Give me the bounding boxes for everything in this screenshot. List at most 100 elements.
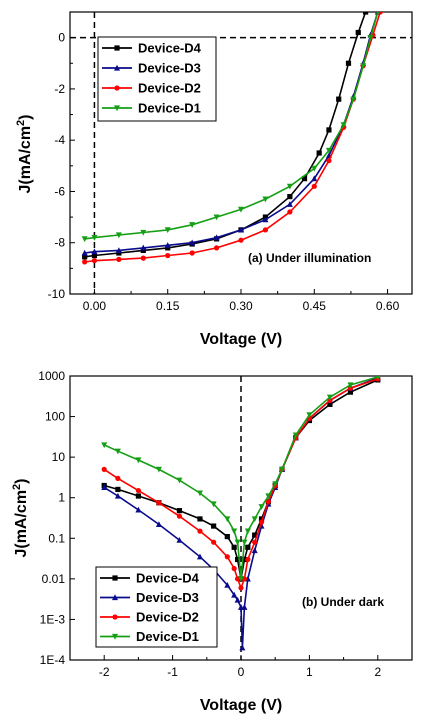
legend-marker xyxy=(114,105,120,112)
legend-marker xyxy=(112,633,118,640)
legend-label: Device-D4 xyxy=(136,571,200,586)
data-point xyxy=(265,493,272,500)
data-point xyxy=(347,382,354,389)
panel-a-x-axis-label: Voltage (V) xyxy=(200,331,282,348)
panel-b-x-ticks: -2 -1 0 1 2 xyxy=(99,655,381,679)
data-point xyxy=(347,389,354,395)
data-point xyxy=(114,492,121,499)
x-tick-label: 1 xyxy=(306,665,313,679)
data-point xyxy=(241,539,248,546)
data-point xyxy=(115,475,121,481)
data-point xyxy=(239,644,246,651)
data-point xyxy=(258,516,265,522)
series-device-d1 xyxy=(101,376,380,583)
legend-label: Device-D3 xyxy=(136,590,199,605)
legend-label: Device-D4 xyxy=(138,41,202,56)
legend-entry-device-d1: Device-D1 xyxy=(100,629,199,644)
data-point xyxy=(211,523,217,529)
data-point xyxy=(82,254,88,260)
panel-b-y-ticks: 1000 100 10 1 0.1 0.01 1E-3 1E-4 xyxy=(38,369,75,667)
legend-entry-device-d4: Device-D4 xyxy=(100,571,200,586)
y-tick-label: 0.01 xyxy=(42,572,66,586)
data-point xyxy=(245,544,251,550)
panel-b-annotation: (b) Under dark xyxy=(302,595,384,609)
data-point xyxy=(238,226,244,233)
data-point xyxy=(306,412,313,419)
data-point xyxy=(213,245,220,251)
data-point xyxy=(375,376,380,381)
data-point xyxy=(116,256,122,262)
data-point xyxy=(241,556,248,563)
data-point xyxy=(316,150,322,156)
data-point xyxy=(258,519,265,525)
data-point xyxy=(238,206,244,213)
legend-label: Device-D2 xyxy=(136,610,199,625)
data-point xyxy=(272,481,279,488)
data-point xyxy=(101,442,108,449)
data-point xyxy=(155,466,162,473)
data-point xyxy=(231,528,238,535)
data-point xyxy=(311,183,317,189)
data-point xyxy=(231,591,238,598)
data-point xyxy=(155,521,162,527)
y-tick-label: 1000 xyxy=(38,369,65,383)
legend-entry-device-d2: Device-D2 xyxy=(100,610,199,625)
x-tick-label: 0.45 xyxy=(303,299,327,313)
y-tick-label: 1 xyxy=(58,491,65,505)
data-point xyxy=(301,176,308,182)
data-point xyxy=(252,539,258,545)
data-point xyxy=(238,237,244,243)
data-point xyxy=(176,513,183,519)
x-tick-label: 0.60 xyxy=(376,299,400,313)
legend-marker xyxy=(114,45,120,51)
y-tick-label: 1E-4 xyxy=(40,653,66,667)
data-point xyxy=(91,235,98,241)
x-tick-label: 0.15 xyxy=(156,299,180,313)
legend-marker xyxy=(114,85,120,91)
y-tick-label: -4 xyxy=(54,133,65,147)
data-point xyxy=(350,96,357,103)
data-point xyxy=(140,229,147,236)
data-point xyxy=(362,12,369,15)
data-point xyxy=(287,193,293,200)
data-point xyxy=(176,508,183,514)
data-point xyxy=(258,504,265,510)
panel-b-legend: Device-D4 Device-D3 Device-D2 Device-D1 xyxy=(95,566,218,648)
data-point xyxy=(211,539,217,545)
data-point xyxy=(265,499,271,505)
data-point xyxy=(238,585,244,591)
data-point xyxy=(287,209,293,215)
data-point xyxy=(91,248,98,255)
legend-entry-device-d1: Device-D1 xyxy=(102,101,201,116)
data-point xyxy=(326,394,333,401)
data-point xyxy=(241,604,248,610)
legend-label: Device-D1 xyxy=(138,101,201,116)
data-point xyxy=(367,35,374,41)
data-point xyxy=(231,544,237,550)
panel-b-y-axis-label: J(mA/cm2) xyxy=(11,478,30,557)
data-point xyxy=(336,96,342,102)
data-point xyxy=(251,547,258,554)
data-point xyxy=(262,227,269,233)
data-point xyxy=(101,484,108,490)
panel-a-legend: Device-D4 Device-D3 Device-D2 Device-D1 xyxy=(97,36,217,122)
data-point xyxy=(231,565,237,572)
data-point xyxy=(140,255,146,261)
data-point xyxy=(115,486,121,493)
panel-a-reference-lines xyxy=(70,12,412,294)
data-point xyxy=(251,516,258,523)
legend-label: Device-D1 xyxy=(136,629,199,644)
y-tick-label: -8 xyxy=(54,236,65,250)
data-point xyxy=(189,250,195,256)
panel-a-annotation: (a) Under illumination xyxy=(248,251,371,265)
legend-marker xyxy=(112,614,118,620)
data-point xyxy=(135,493,141,499)
x-tick-label: 0.30 xyxy=(229,299,253,313)
panel-b-series xyxy=(101,376,381,651)
legend-marker xyxy=(114,64,120,71)
data-point xyxy=(210,501,217,508)
data-point xyxy=(213,234,220,241)
panel-a-y-axis-label: J(mA/cm2) xyxy=(15,114,34,193)
data-point xyxy=(234,556,241,563)
x-tick-label: -2 xyxy=(99,665,110,679)
